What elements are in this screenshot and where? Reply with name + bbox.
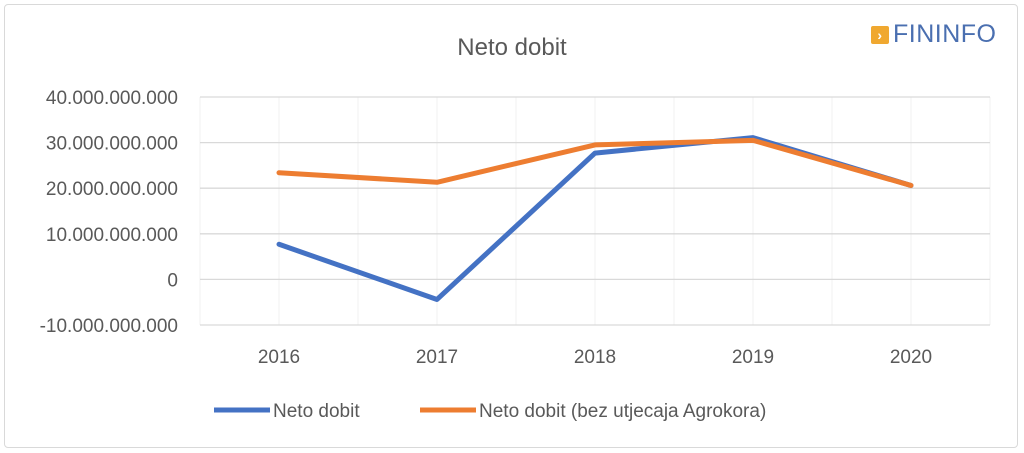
legend-label-2: Neto dobit (bez utjecaja Agrokora) [479,401,766,422]
legend-label-1: Neto dobit [273,401,360,422]
x-tick-label: 2019 [732,347,774,368]
chart-title: Neto dobit [457,34,567,61]
x-tick-label: 2016 [258,347,300,368]
y-tick-label: 20.000.000.000 [46,179,178,200]
x-tick-label: 2017 [416,347,458,368]
y-tick-label: 30.000.000.000 [46,134,178,155]
x-tick-label: 2018 [574,347,616,368]
y-tick-label: -10.000.000.000 [40,316,178,337]
y-tick-label: 0 [167,270,178,291]
arrow-right-icon: › [871,25,889,44]
y-tick-label: 40.000.000.000 [46,88,178,109]
chart-border [4,4,1018,448]
fininfo-logo: › FININFO [871,20,997,49]
y-tick-label: 10.000.000.000 [46,225,178,246]
logo-text: FININFO [893,20,997,48]
x-tick-label: 2020 [890,347,932,368]
